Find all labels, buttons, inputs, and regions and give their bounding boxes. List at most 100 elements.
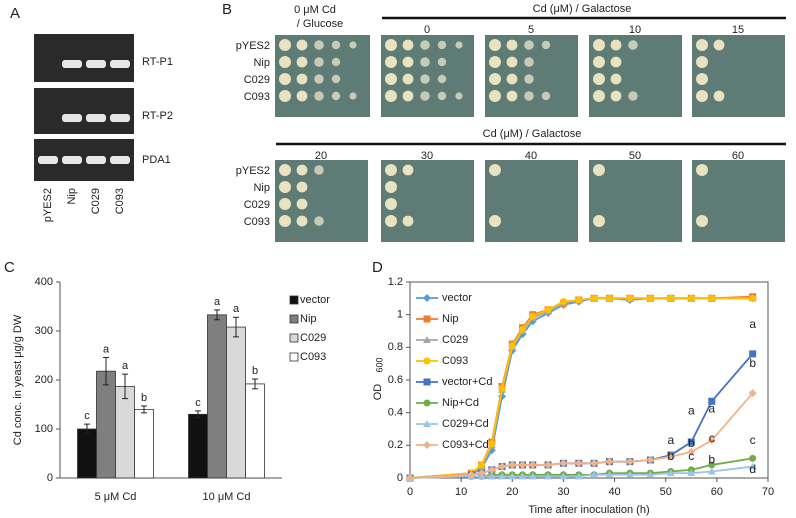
spot <box>296 181 308 193</box>
spot <box>524 74 534 84</box>
spot <box>331 74 341 84</box>
spot <box>593 90 605 102</box>
strain-label: C029 <box>244 199 270 211</box>
spot <box>696 164 708 176</box>
spot <box>402 90 414 102</box>
spot <box>524 57 534 67</box>
data-point <box>748 462 757 470</box>
spot <box>489 90 501 102</box>
x-tick-label: 30 <box>557 486 569 498</box>
spot <box>314 40 324 50</box>
data-point <box>625 470 634 478</box>
legend-marker <box>423 420 431 427</box>
data-point <box>646 456 655 465</box>
data-point <box>574 472 583 480</box>
data-point <box>487 472 496 480</box>
spot <box>713 39 725 51</box>
data-point <box>605 294 613 302</box>
legend-label: vector+Cd <box>442 376 492 388</box>
legend-swatch <box>289 352 299 362</box>
x-tick-label: 10 μM Cd <box>203 491 251 503</box>
strain-label: pYES2 <box>236 165 270 177</box>
concentration-label: 30 <box>421 150 433 162</box>
spot <box>314 57 324 67</box>
legend-label: vector <box>300 294 330 306</box>
y-tick-label: 1 <box>397 309 403 321</box>
data-point <box>559 459 568 468</box>
concentration-label: 0 <box>424 24 430 36</box>
spot <box>331 91 341 101</box>
spot <box>279 198 291 210</box>
spot <box>402 73 414 85</box>
data-point <box>529 312 537 320</box>
significance-letter: a <box>233 303 240 315</box>
spot <box>385 73 397 85</box>
data-point <box>498 384 506 392</box>
spot <box>349 41 357 49</box>
gel-band <box>110 60 130 68</box>
series-line <box>409 353 754 479</box>
data-point <box>477 469 486 478</box>
y-tick-label: 1.2 <box>388 276 403 288</box>
significance-letter: c <box>750 433 756 447</box>
data-point <box>646 470 655 478</box>
significance-letter: b <box>749 356 756 370</box>
data-point <box>626 294 634 302</box>
bar <box>245 383 265 479</box>
spot <box>385 90 397 102</box>
gel-band <box>110 156 130 164</box>
strain-label: pYES2 <box>236 40 270 52</box>
spot <box>593 56 605 68</box>
spot <box>296 73 308 85</box>
data-point <box>574 459 583 468</box>
gel-band <box>62 156 82 164</box>
x-tick-label: 20 <box>506 486 518 498</box>
data-point <box>590 459 599 468</box>
series-line <box>409 297 753 479</box>
y-tick-label: 300 <box>35 325 53 337</box>
spot <box>296 215 308 227</box>
data-point <box>478 461 486 469</box>
data-point <box>498 462 507 471</box>
spot <box>279 39 291 51</box>
y-tick-label: 100 <box>35 423 53 435</box>
bar <box>115 385 135 479</box>
significance-letter: b <box>252 365 258 377</box>
gel-lane-label: C029 <box>90 188 102 214</box>
gel-row-label: RT-P2 <box>142 110 173 122</box>
significance-letter: b <box>667 449 674 463</box>
gel-lane-label: Nip <box>66 188 78 205</box>
gel-band <box>86 60 106 68</box>
spot <box>385 164 397 176</box>
data-point <box>687 447 696 456</box>
spot <box>610 39 622 51</box>
data-point <box>487 465 496 474</box>
data-point <box>667 294 675 302</box>
strain-label: Nip <box>253 182 270 194</box>
data-point <box>519 325 527 333</box>
spot <box>593 39 605 51</box>
y-tick-label: 0 <box>397 472 403 484</box>
data-point <box>508 342 516 350</box>
gel-lane-label: pYES2 <box>42 188 54 222</box>
x-tick-label: 50 <box>660 486 672 498</box>
spot <box>420 91 430 101</box>
data-point <box>707 436 716 445</box>
spot <box>296 198 308 210</box>
data-point <box>406 474 414 482</box>
y-tick-label: 200 <box>35 374 53 386</box>
legend-marker <box>423 441 431 449</box>
spot <box>506 56 518 68</box>
galactose-header: Cd (μM) / Galactose <box>483 128 582 140</box>
y-tick-label: 0 <box>47 472 53 484</box>
spot <box>610 56 622 68</box>
glucose-header: / Glucose <box>297 18 343 30</box>
series-line <box>409 297 753 479</box>
spot <box>314 91 324 101</box>
legend-label: vector <box>442 292 472 304</box>
spot <box>437 40 447 50</box>
spot <box>331 57 341 67</box>
spot <box>696 90 708 102</box>
data-point <box>708 461 716 469</box>
